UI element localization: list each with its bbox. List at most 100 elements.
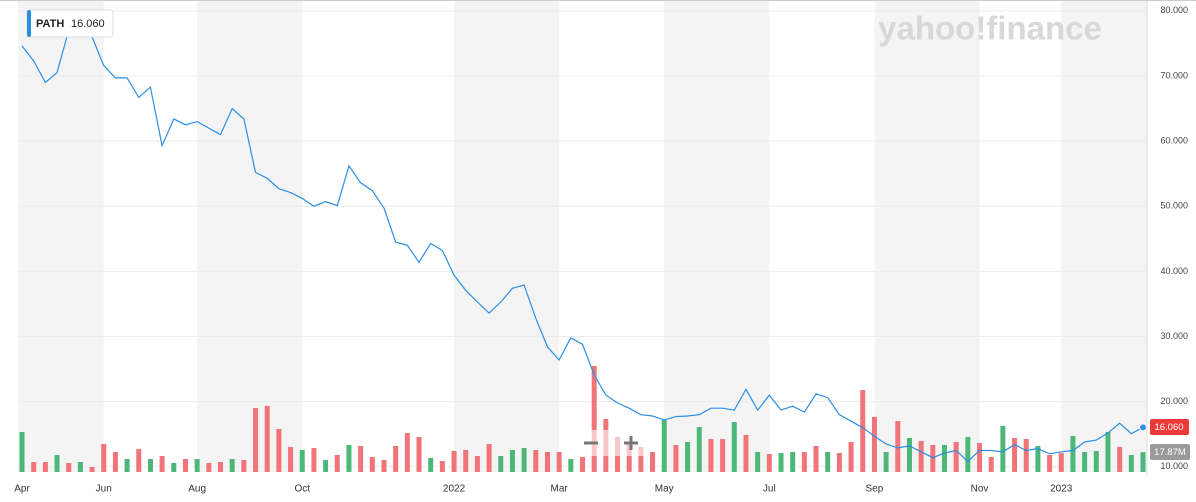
price-badge [1150, 419, 1189, 435]
price-line [21, 11, 1144, 463]
volume-bar [276, 429, 282, 472]
volume-bar [556, 452, 562, 472]
volume-bar [860, 390, 866, 472]
volume-bar [264, 406, 270, 472]
y-tick-label: 70.000 [1160, 70, 1188, 80]
volume-bar [1000, 426, 1006, 472]
x-tick-label: Aug [188, 484, 206, 495]
volume-bar [790, 452, 796, 472]
volume-bar [988, 457, 994, 472]
legend: PATH 16.060 [26, 9, 114, 38]
volume-bar [182, 459, 188, 472]
volume-bar [463, 450, 469, 472]
x-tick-label: May [655, 484, 674, 495]
volume-bar [159, 456, 165, 472]
price-line [21, 11, 1144, 463]
volume-bar [778, 453, 784, 472]
x-tick-label: Sep [866, 484, 884, 495]
volume-bar [521, 448, 527, 472]
volume-bar [1047, 455, 1053, 472]
volume-bar [813, 446, 819, 472]
volume-bar [801, 452, 807, 472]
volume-bar [1070, 436, 1076, 472]
volume-bar [1023, 439, 1029, 472]
x-tick-label: Nov [971, 484, 989, 495]
volume-bar [54, 455, 60, 472]
x-tick-label: Apr [14, 484, 30, 495]
x-tick-label: Oct [294, 484, 310, 495]
volume-bar [288, 447, 294, 472]
volume-bar [661, 420, 667, 472]
volume-bar [241, 460, 247, 472]
volume-bar [334, 455, 340, 472]
volume-bar [31, 462, 37, 472]
volume-bar [731, 422, 737, 472]
legend-value: 16.060 [71, 18, 105, 30]
volume-bar [428, 458, 434, 472]
y-tick-label: 40.000 [1160, 266, 1188, 276]
volume-bar [299, 450, 305, 472]
volume-bar [685, 442, 691, 472]
volume-bar [416, 437, 422, 472]
zoom-in[interactable] [624, 436, 638, 450]
zoom-controls [576, 430, 648, 456]
volume-bar [848, 442, 854, 472]
volume-bar [323, 460, 329, 472]
volume-bar [171, 463, 177, 472]
volume-bar [381, 460, 387, 472]
band [18, 0, 104, 472]
band [197, 0, 303, 472]
volume-bar [311, 448, 317, 472]
volume-bar [136, 449, 142, 472]
volume-bar [147, 459, 153, 472]
volume-bar [533, 450, 539, 472]
volume-bar [580, 457, 585, 472]
x-tick-label: Jul [763, 484, 776, 495]
volume-bar [1093, 451, 1099, 472]
volume-badge [1150, 444, 1190, 460]
band [454, 0, 560, 472]
volume-bar [696, 427, 702, 472]
volume-bar [918, 441, 924, 472]
volume-bar [229, 459, 235, 472]
price-badge-label: 16.060 [1154, 422, 1183, 433]
volume-bar [1058, 453, 1064, 472]
volume-bar [486, 444, 492, 472]
volume-bar [253, 408, 259, 472]
volume-bar [101, 444, 107, 472]
volume-bar [871, 417, 877, 472]
volume-bar [218, 462, 224, 472]
volume-bar [766, 454, 772, 472]
volume-bar [1012, 438, 1018, 472]
volume-bars [19, 366, 1146, 472]
volume-bar [708, 439, 714, 472]
volume-bar [124, 459, 130, 472]
band [664, 0, 770, 472]
volume-bar [77, 462, 83, 472]
volume-bar [906, 438, 912, 472]
volume-bar [1082, 452, 1088, 472]
volume-bar [393, 446, 399, 472]
volume-bar [66, 463, 72, 472]
volume-bar [346, 445, 352, 472]
volume-bar [977, 443, 983, 472]
x-tick-label: Jun [96, 484, 112, 495]
volume-bar [825, 452, 831, 472]
volume-bar [895, 421, 901, 472]
volume-bar [755, 452, 761, 472]
band [1061, 0, 1147, 472]
y-tick-label: 30.000 [1160, 331, 1188, 341]
volume-bar [930, 445, 936, 472]
volume-bar [369, 457, 375, 472]
volume-bar [953, 442, 959, 472]
volume-bar [883, 452, 889, 472]
volume-bar [1105, 432, 1111, 472]
x-tick-label: 2022 [443, 484, 466, 495]
volume-bar [1117, 447, 1123, 472]
volume-bar [404, 433, 410, 472]
volume-bar [626, 442, 632, 472]
volume-bar [1140, 452, 1146, 472]
volume-bar [194, 459, 200, 472]
volume-bar [439, 461, 445, 472]
volume-bar [451, 451, 457, 472]
